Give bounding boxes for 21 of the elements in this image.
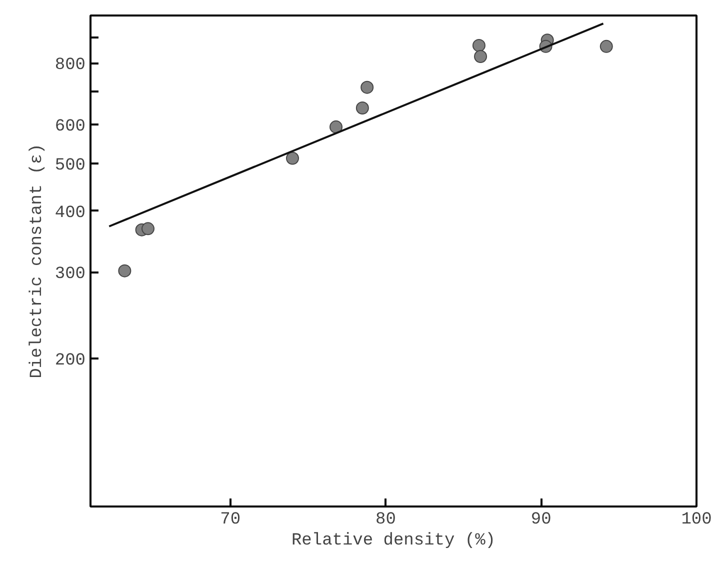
y-tick-label: 400: [54, 204, 86, 223]
point: [118, 264, 132, 278]
point: [600, 40, 613, 53]
y-tick-label: 300: [54, 265, 86, 284]
x-tick-label: 100: [681, 510, 712, 530]
y-tick-label: 200: [54, 352, 86, 371]
point: [330, 120, 343, 134]
x-axis-title: Relative density (%): [291, 532, 496, 550]
y-tick-label: 500: [54, 156, 86, 176]
y-axis-title: Dielectric constant (ε): [28, 144, 47, 378]
x-tick-label: 80: [376, 510, 396, 530]
point: [474, 50, 488, 64]
point: [286, 152, 299, 165]
y-tick-label: 600: [54, 117, 86, 136]
x-tick-label: 90: [530, 510, 552, 530]
point: [360, 80, 374, 94]
point: [472, 38, 486, 52]
point: [141, 222, 154, 236]
y-tick-label: 800: [54, 56, 86, 76]
point: [356, 102, 369, 115]
x-tick-label: 70: [220, 510, 241, 530]
